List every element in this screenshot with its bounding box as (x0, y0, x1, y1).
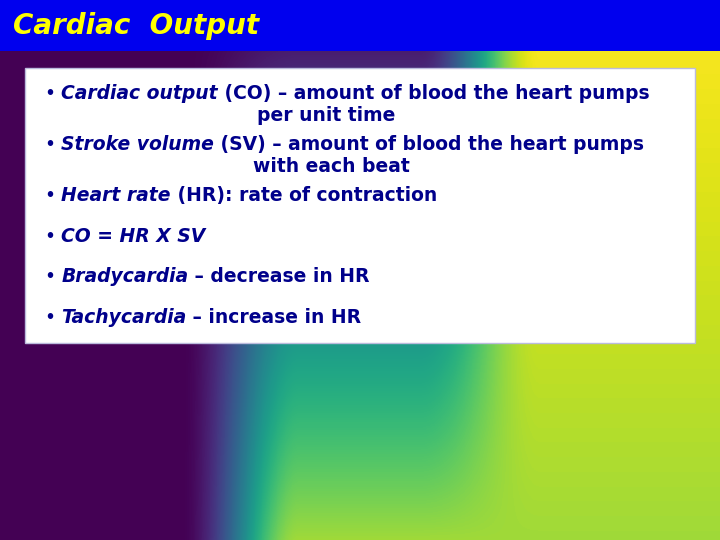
Text: (CO) – amount of blood the heart pumps
      per unit time: (CO) – amount of blood the heart pumps p… (218, 84, 649, 125)
Text: •: • (45, 84, 55, 103)
FancyBboxPatch shape (25, 68, 695, 343)
FancyBboxPatch shape (0, 0, 720, 51)
Text: (HR): rate of contraction: (HR): rate of contraction (171, 186, 437, 205)
Text: Cardiac output: Cardiac output (61, 84, 218, 103)
Text: Bradycardia: Bradycardia (61, 267, 189, 286)
Text: •: • (45, 308, 55, 327)
Text: – increase in HR: – increase in HR (186, 308, 361, 327)
Text: – decrease in HR: – decrease in HR (189, 267, 370, 286)
Text: •: • (45, 135, 55, 154)
Text: (SV) – amount of blood the heart pumps
      with each beat: (SV) – amount of blood the heart pumps w… (214, 135, 644, 176)
Text: Stroke volume: Stroke volume (61, 135, 214, 154)
Text: CO = HR X SV: CO = HR X SV (61, 227, 205, 246)
Text: •: • (45, 227, 55, 246)
Text: Tachycardia: Tachycardia (61, 308, 186, 327)
Text: •: • (45, 267, 55, 286)
Text: Cardiac  Output: Cardiac Output (13, 12, 259, 39)
Text: Heart rate: Heart rate (61, 186, 171, 205)
Text: •: • (45, 186, 55, 205)
